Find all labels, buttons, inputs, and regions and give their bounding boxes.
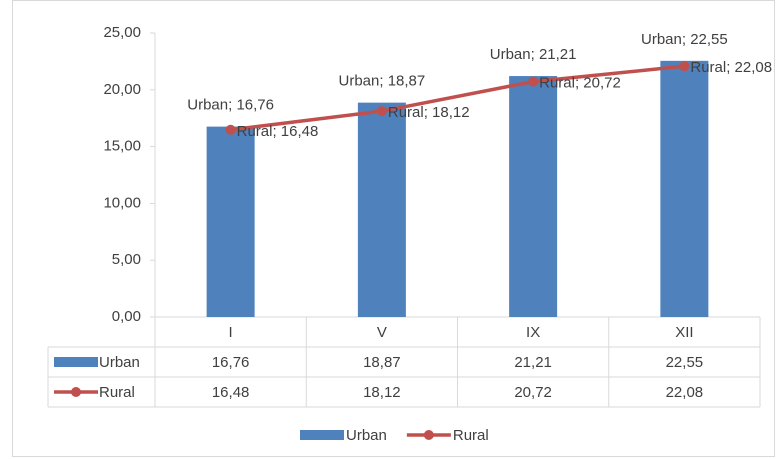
line <box>230 64 685 132</box>
y-tick-label: 25,00 <box>103 24 141 41</box>
table-cell: 18,12 <box>363 384 401 401</box>
y-tick-label: 10,00 <box>103 194 141 211</box>
y-tick-label: 0,00 <box>112 308 141 325</box>
legend-key <box>300 430 344 440</box>
y-tick-label: 20,00 <box>103 81 141 98</box>
x-tick-label: IX <box>526 324 540 341</box>
table-key <box>54 357 98 367</box>
bar <box>660 60 709 317</box>
table-cell: 16,76 <box>212 354 250 371</box>
data-label: Rural; 22,08 <box>690 59 772 76</box>
bar <box>509 76 558 317</box>
table-key <box>71 387 81 397</box>
data-label: Urban; 21,21 <box>490 46 577 63</box>
x-tick-label: V <box>377 324 387 341</box>
legend-label: Urban <box>346 427 387 444</box>
data-label: Rural; 16,48 <box>237 123 319 140</box>
line-marker <box>679 61 690 72</box>
legend-key <box>423 430 434 440</box>
bar <box>206 126 255 317</box>
line-marker <box>376 106 387 117</box>
table-cell: 16,48 <box>212 384 250 401</box>
table-cell: 18,87 <box>363 354 401 371</box>
legend-label: Rural <box>453 427 489 444</box>
table-cell: 22,08 <box>666 384 704 401</box>
data-label: Urban; 16,76 <box>187 97 274 114</box>
data-label: Urban; 22,55 <box>641 31 728 48</box>
y-tick-label: 5,00 <box>112 251 141 268</box>
table-cell: 21,21 <box>514 354 552 371</box>
table-row-header: Urban <box>99 354 140 371</box>
data-label: Urban; 18,87 <box>339 73 426 90</box>
data-label: Rural; 18,12 <box>388 104 470 121</box>
data-label: Rural; 20,72 <box>539 75 621 92</box>
x-tick-label: XII <box>675 324 693 341</box>
x-tick-label: I <box>229 324 233 341</box>
line-marker <box>225 124 236 135</box>
table-cell: 22,55 <box>666 354 704 371</box>
y-tick-label: 15,00 <box>103 138 141 155</box>
bar <box>357 102 406 317</box>
line-marker <box>528 76 539 87</box>
table-cell: 20,72 <box>514 384 552 401</box>
table-row-header: Rural <box>99 384 135 401</box>
